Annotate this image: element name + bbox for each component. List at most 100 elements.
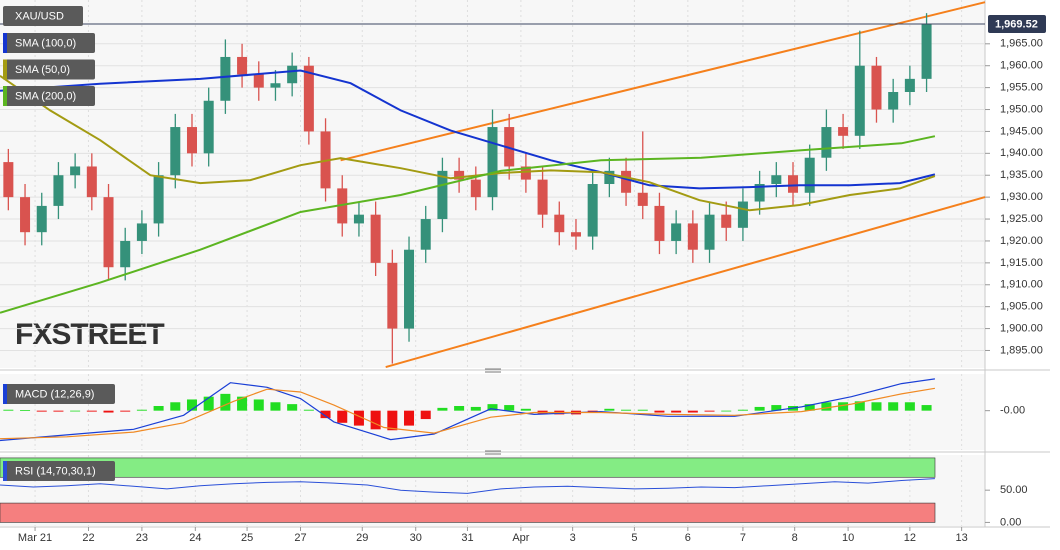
y-tick-label: 1,915.00 (1000, 257, 1043, 269)
candle-body (437, 170, 448, 220)
legend-swatch (3, 33, 7, 53)
y-tick-label: -0.00 (1000, 405, 1025, 417)
candle-body (387, 262, 398, 329)
y-tick-label: 1,945.00 (1000, 125, 1043, 137)
legend-label: XAU/USD (15, 10, 64, 22)
histogram-bar (420, 410, 431, 420)
candle-body (470, 179, 481, 198)
drag-handle[interactable] (485, 450, 501, 455)
sma-line (0, 69, 936, 190)
x-tick-label: Apr (512, 532, 529, 544)
trend-line (340, 1, 986, 162)
x-tick-label: 12 (904, 532, 916, 544)
histogram-bar (821, 402, 832, 411)
last-price-box (988, 15, 1046, 34)
sma-line (0, 135, 936, 314)
y-tick-label: 1,920.00 (1000, 235, 1043, 247)
legend-item: RSI (14,70,30,1) (3, 461, 115, 481)
candle-body (253, 74, 264, 88)
candle-body (771, 175, 782, 184)
histogram-bar (103, 410, 114, 413)
macd-line (0, 378, 935, 442)
y-tick-label: 1,940.00 (1000, 147, 1043, 159)
legend-item: SMA (200,0) (3, 86, 95, 106)
band (0, 457, 936, 478)
histogram-bar (203, 396, 214, 411)
histogram-bar (637, 409, 648, 411)
candle-body (871, 65, 882, 110)
legend-swatch (3, 461, 7, 481)
marks-layer (0, 1, 986, 494)
histogram-bar (838, 402, 849, 411)
y-tick-label: 1,925.00 (1000, 213, 1043, 225)
histogram-bar (303, 409, 314, 411)
legend-swatch (3, 384, 7, 404)
candle-body (704, 214, 715, 250)
candle-body (537, 179, 548, 215)
x-tick-label: 22 (82, 532, 94, 544)
y-tick-label: 1,935.00 (1000, 169, 1043, 181)
x-tick-label: 7 (740, 532, 746, 544)
x-tick-label: 29 (356, 532, 368, 544)
legend-item: MACD (12,26,9) (3, 384, 115, 404)
legend-swatch (3, 86, 7, 106)
histogram-bar (120, 410, 131, 412)
histogram-bar (671, 410, 682, 413)
candle-body (237, 56, 248, 75)
x-tick-label: 3 (570, 532, 576, 544)
y-tick-label: 1,965.00 (1000, 38, 1043, 50)
y-tick-label: 50.00 (1000, 484, 1028, 496)
histogram-bar (387, 410, 398, 431)
candle-body (921, 24, 932, 79)
x-tick-label: 8 (792, 532, 798, 544)
legend-item: SMA (100,0) (3, 33, 95, 53)
candle-body (153, 175, 164, 224)
band (0, 502, 936, 523)
histogram-bar (654, 410, 665, 413)
candle-body (604, 170, 615, 184)
legend-swatch (3, 59, 7, 80)
x-tick-label: 23 (136, 532, 148, 544)
sma-line (0, 74, 936, 212)
histogram-bar (53, 410, 64, 412)
legend-item: XAU/USD (3, 6, 83, 26)
legend-box (3, 6, 83, 26)
histogram-bar (153, 406, 164, 411)
legend-box (3, 384, 115, 404)
histogram-bar (70, 410, 81, 412)
histogram-bar (504, 405, 515, 411)
grid-layer (0, 0, 990, 531)
x-tick-label: 5 (631, 532, 637, 544)
macd-line (0, 387, 935, 440)
histogram-bar (454, 406, 465, 411)
histogram-bar (270, 402, 281, 411)
labels-layer: Mar 21 22 23 24 25 27 29 30 31 Apr 3 5 6 7 8 10 12 13 1,89… (3, 6, 1046, 544)
candle-body (721, 214, 732, 228)
histogram-bar (220, 393, 231, 411)
x-tick-label: 27 (294, 532, 306, 544)
candle-body (821, 127, 832, 158)
x-tick-label: 6 (685, 532, 691, 544)
legend-label: SMA (50,0) (15, 64, 70, 76)
histogram-bar (136, 409, 147, 411)
drag-handle[interactable] (485, 368, 501, 373)
candle-body (287, 65, 298, 84)
histogram-bar (520, 408, 531, 411)
y-tick-label: 1,895.00 (1000, 344, 1043, 356)
histogram-bar (921, 405, 932, 411)
x-tick-label: 25 (241, 532, 253, 544)
legend-box (3, 86, 95, 106)
candle-body (136, 223, 147, 241)
histogram-bar (353, 410, 364, 426)
histogram-bar (237, 396, 248, 411)
histogram-bar (20, 410, 31, 411)
histogram-bar (888, 402, 899, 411)
candle-body (120, 240, 131, 268)
y-tick-label: 1,960.00 (1000, 60, 1043, 72)
y-tick-label: 1,905.00 (1000, 301, 1043, 313)
candle-body (203, 100, 214, 154)
histogram-bar (687, 410, 698, 413)
histogram-bar (470, 406, 481, 411)
candle-body (420, 219, 431, 250)
